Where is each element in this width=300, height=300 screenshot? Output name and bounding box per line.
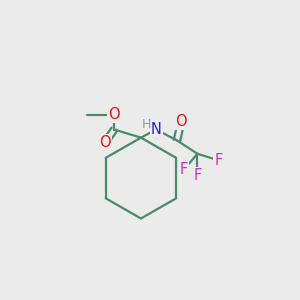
Text: F: F <box>214 153 223 168</box>
Text: H: H <box>142 118 151 131</box>
Text: N: N <box>151 122 161 137</box>
Text: O: O <box>108 107 120 122</box>
Text: O: O <box>176 114 187 129</box>
Text: O: O <box>99 135 111 150</box>
Text: F: F <box>193 168 202 183</box>
Text: F: F <box>180 162 188 177</box>
